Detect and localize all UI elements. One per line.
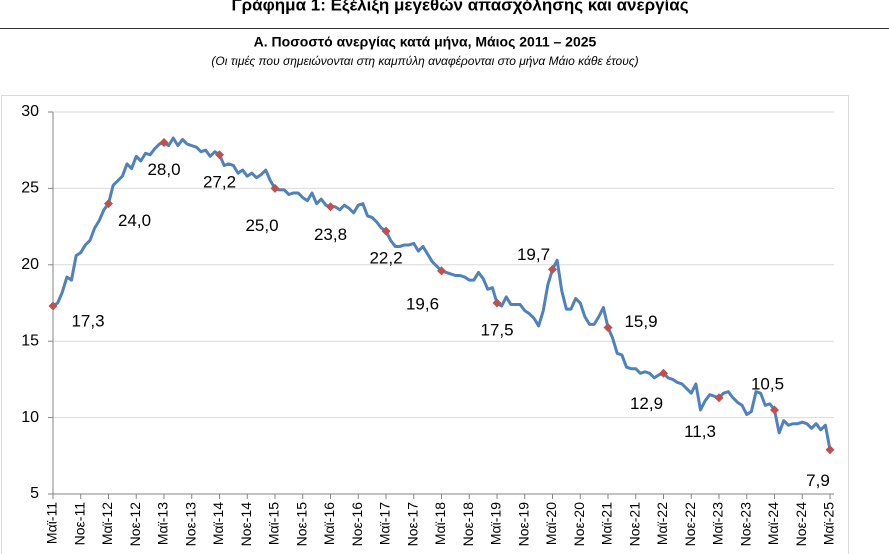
x-tick-label: Νοε-17 (404, 502, 420, 547)
chart-area (1, 95, 849, 554)
value-label: 28,0 (147, 160, 180, 179)
x-tick-label: Μαϊ-14 (210, 502, 226, 545)
x-tick-label: Μαϊ-11 (44, 502, 60, 544)
marker (825, 445, 835, 455)
y-tick-label: 30 (21, 103, 39, 120)
marker (48, 301, 58, 311)
x-tick-label: Μαϊ-22 (654, 502, 670, 545)
x-tick-label: Νοε-24 (793, 502, 809, 547)
x-tick-label: Νοε-18 (460, 502, 476, 547)
x-tick-label: Μαϊ-20 (543, 502, 559, 545)
x-tick-label: Μαϊ-23 (710, 502, 726, 545)
x-tick-label: Νοε-14 (238, 502, 254, 547)
x-tick-label: Νοε-20 (571, 502, 587, 547)
x-tick-label: Νοε-16 (349, 502, 365, 547)
x-tick-label: Νοε-22 (682, 502, 698, 547)
value-label: 10,5 (751, 374, 784, 393)
value-label: 11,3 (684, 422, 716, 441)
x-tick-label: Νοε-21 (626, 502, 642, 547)
y-tick-label: 20 (21, 256, 39, 273)
x-tick-label: Μαϊ-18 (432, 502, 448, 545)
marker (104, 199, 113, 209)
marker (548, 264, 557, 274)
x-tick-label: Μαϊ-24 (765, 502, 781, 545)
chart-note: (Οι τιμές που σημειώνονται στη καμπύλη α… (211, 54, 638, 68)
line (52, 136, 832, 450)
y-tick-label: 10 (21, 409, 39, 426)
marker (714, 393, 724, 403)
value-label: 7,9 (806, 471, 830, 490)
x-tick-label: Μαϊ-15 (266, 502, 282, 545)
value-label: 19,6 (406, 294, 439, 313)
value-label: 24,0 (118, 211, 151, 230)
x-tick-label: Νοε-19 (515, 502, 531, 547)
x-tick-label: Μαϊ-21 (599, 502, 615, 545)
marker (770, 405, 779, 415)
x-tick-label: Μαϊ-17 (377, 502, 393, 545)
marker (603, 322, 613, 332)
x-tick-label: Μαϊ-13 (155, 502, 171, 545)
value-label: 19,7 (517, 245, 550, 264)
value-label: 12,9 (630, 394, 663, 413)
y-tick-label: 25 (21, 180, 39, 197)
marker (270, 183, 280, 193)
x-tick-label: Μαϊ-12 (99, 502, 115, 545)
x-tick-label: Μαϊ-25 (821, 502, 837, 545)
x-tick-label: Νοε-13 (182, 502, 198, 547)
value-label: 17,3 (71, 312, 104, 331)
marker (659, 368, 668, 378)
y-tick-label: 5 (30, 485, 39, 502)
value-label: 25,0 (245, 216, 278, 235)
chart-title: Γράφημα 1: Εξέλιξη μεγεθών απασχόλησης κ… (231, 0, 688, 14)
marker (215, 150, 224, 160)
y-tick-label: 15 (21, 332, 39, 349)
value-label: 23,8 (314, 225, 347, 244)
x-tick-label: Νοε-23 (737, 502, 753, 547)
value-label: 27,2 (203, 172, 236, 191)
marker (492, 298, 502, 308)
marker (326, 202, 335, 212)
marker (381, 226, 391, 236)
x-tick-label: Μαϊ-19 (488, 502, 504, 545)
value-label: 22,2 (369, 249, 402, 268)
x-tick-label: Μαϊ-16 (321, 502, 337, 545)
value-label: 15,9 (624, 312, 657, 331)
value-label: 17,5 (480, 320, 513, 339)
x-tick-label: Νοε-15 (293, 502, 309, 547)
x-tick-label: Νοε-12 (127, 502, 143, 547)
marker (159, 138, 169, 148)
chart-subtitle: Α. Ποσοστό ανεργίας κατά μήνα, Μάιος 201… (254, 34, 597, 50)
marker (437, 266, 446, 276)
x-tick-label: Νοε-11 (71, 502, 87, 546)
